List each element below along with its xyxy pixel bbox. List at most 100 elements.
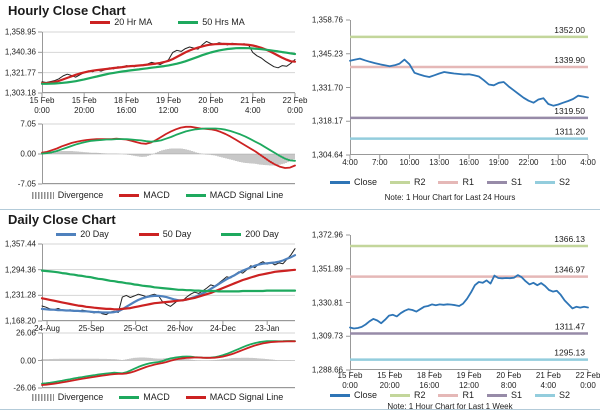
hourly_close-series-50-hrs-ma xyxy=(40,47,297,85)
hourly-chart-title: Hourly Close Chart xyxy=(8,3,126,18)
legend-label: Divergence xyxy=(57,392,104,402)
hourly-ma-legend: 20 Hr MA 50 Hrs MA xyxy=(40,17,295,27)
x-tick-label: 18 Feb 16:00 xyxy=(416,371,442,390)
200-day-line-swatch xyxy=(221,232,242,236)
y-tick-label: 1,288.66 xyxy=(311,365,343,375)
20-hr-ma-line-swatch xyxy=(90,20,111,24)
y-tick-label: 1,321.77 xyxy=(4,68,36,78)
legend-item-divergence: Divergence xyxy=(31,392,104,402)
daily_macd-series-macd-signal-line xyxy=(41,340,296,386)
level-label-r1: 1339.90 xyxy=(554,55,585,65)
legend-label: S2 xyxy=(559,390,571,400)
x-tick-label: 23-Jan xyxy=(254,324,280,333)
pivot-1w-note: Note: 1 Hour Chart for Last 1 Week xyxy=(387,402,513,411)
r2-line-swatch xyxy=(389,180,410,184)
legend-item-macd-signal-line: MACD Signal Line xyxy=(185,190,284,200)
legend-label: Close xyxy=(353,177,377,187)
legend-label: 20 Day xyxy=(80,229,109,239)
legend-item-macd: MACD xyxy=(119,392,170,402)
hourly-close-plot xyxy=(38,31,297,97)
y-tick-label: 1,358.76 xyxy=(311,15,343,25)
daily-chart-title: Daily Close Chart xyxy=(8,212,116,227)
pivot-1w-legend: Close R2 R1 S1 S2 xyxy=(302,390,598,400)
legend-label: S1 xyxy=(511,390,523,400)
legend-label: Divergence xyxy=(57,190,104,200)
legend-item-20-day: 20 Day xyxy=(56,229,109,239)
daily-ma-legend: 20 Day 50 Day 200 Day xyxy=(40,229,295,239)
pivot-24h-note: Note: 1 Hour Chart for Last 24 Hours xyxy=(384,193,516,202)
legend-label: 50 Hrs MA xyxy=(202,17,245,27)
legend-label: MACD Signal Line xyxy=(209,392,284,402)
50-hrs-ma-line-swatch xyxy=(178,20,199,24)
hourly_close-svg xyxy=(38,31,297,97)
y-tick-label: 1,304.64 xyxy=(311,150,343,160)
r2-line-swatch xyxy=(389,393,410,397)
x-tick-label: 22 Feb 0:00 xyxy=(282,96,308,115)
macd-signal-line-line-swatch xyxy=(185,193,206,197)
legend-item-r2: R2 xyxy=(389,390,425,400)
x-tick-label: 19:00 xyxy=(488,158,509,167)
pivot_1w-series-close xyxy=(349,274,589,330)
hourly_macd-series-macd-signal-line xyxy=(41,127,296,162)
pivot-24h-legend: Close R2 R1 S1 S2 xyxy=(302,177,598,187)
legend-item-close: Close xyxy=(329,177,377,187)
daily-close-plot xyxy=(38,243,297,325)
pivot_1w-svg: 1366.13 1346.97 1311.47 1295.13 xyxy=(346,234,589,374)
legend-item-50-hrs-ma: 50 Hrs MA xyxy=(178,17,245,27)
legend-item-s2: S2 xyxy=(535,177,570,187)
daily_macd-series-macd xyxy=(41,340,296,385)
r1-line-swatch xyxy=(438,393,459,397)
y-tick-label: 1,294.36 xyxy=(4,265,36,275)
legend-item-200-day: 200 Day xyxy=(221,229,279,239)
y-tick-label: 1,372.96 xyxy=(311,230,343,240)
legend-label: MACD Signal Line xyxy=(209,190,284,200)
y-tick-label: 0.00 xyxy=(20,356,36,365)
y-tick-label: -26.06 xyxy=(13,383,36,393)
daily-macd-y-axis: 26.06 0.00 -26.06 xyxy=(0,329,39,393)
divergence-bars-swatch xyxy=(31,393,54,401)
daily_close-series-50-day xyxy=(40,268,297,311)
level-label-r2: 1366.13 xyxy=(554,234,585,244)
x-tick-label: 19 Feb 12:00 xyxy=(156,96,181,115)
legend-item-r1: R1 xyxy=(438,177,474,187)
y-tick-label: 1,231.28 xyxy=(4,290,36,300)
y-tick-label: 0.00 xyxy=(20,149,36,159)
legend-label: MACD xyxy=(143,392,170,402)
y-tick-label: 1,331.70 xyxy=(311,83,343,92)
pivot-24h-plot: 1352.00 1339.90 1319.50 1311.20 xyxy=(346,19,589,159)
x-tick-label: 24-Aug xyxy=(34,324,60,333)
legend-item-s1: S1 xyxy=(487,390,522,400)
x-tick-label: 15 Feb 0:00 xyxy=(337,371,363,390)
level-label-r1: 1346.97 xyxy=(554,265,585,275)
r1-line-swatch xyxy=(438,180,459,184)
hourly_macd-series-macd xyxy=(41,125,296,169)
x-tick-label: 7:00 xyxy=(371,158,388,167)
x-tick-label: 21 Feb 4:00 xyxy=(240,96,266,115)
section-divider-top xyxy=(0,209,600,210)
legend-item-20-hr-ma: 20 Hr MA xyxy=(90,17,152,27)
legend-label: S2 xyxy=(559,177,571,187)
x-tick-label: 26-Nov xyxy=(166,324,193,333)
20-day-line-swatch xyxy=(56,232,77,236)
x-tick-label: 25-Sep xyxy=(78,324,105,333)
hourly-y-axis: 1,358.95 1,340.36 1,321.77 1,303.18 xyxy=(0,28,39,98)
legend-item-r2: R2 xyxy=(389,177,425,187)
y-tick-label: 7.05 xyxy=(20,119,36,129)
legend-item-50-day: 50 Day xyxy=(138,229,191,239)
y-tick-label: 1,330.81 xyxy=(311,298,343,307)
hourly_close-series-20-hr-ma xyxy=(40,42,297,85)
close-line-swatch xyxy=(329,180,350,184)
level-label-s1: 1319.50 xyxy=(554,106,585,116)
level-label-s2: 1295.13 xyxy=(554,348,585,358)
hourly-x-axis: 15 Feb 0:00 15 Feb 20:00 18 Feb 16:00 19 Feb 12… xyxy=(30,96,308,116)
x-tick-label: 22:00 xyxy=(518,158,539,167)
y-tick-label: 1,351.89 xyxy=(311,264,343,274)
legend-label: S1 xyxy=(511,177,523,187)
daily-y-axis: 1,357.44 1,294.36 1,231.28 1,168.20 xyxy=(0,240,39,326)
y-tick-label: 1,340.36 xyxy=(4,47,36,57)
y-tick-label: 1,309.73 xyxy=(311,331,343,341)
x-tick-label: 4:00 xyxy=(580,158,596,167)
x-tick-label: 22 Feb 0:00 xyxy=(575,371,600,390)
macd-signal-line-line-swatch xyxy=(185,395,206,399)
